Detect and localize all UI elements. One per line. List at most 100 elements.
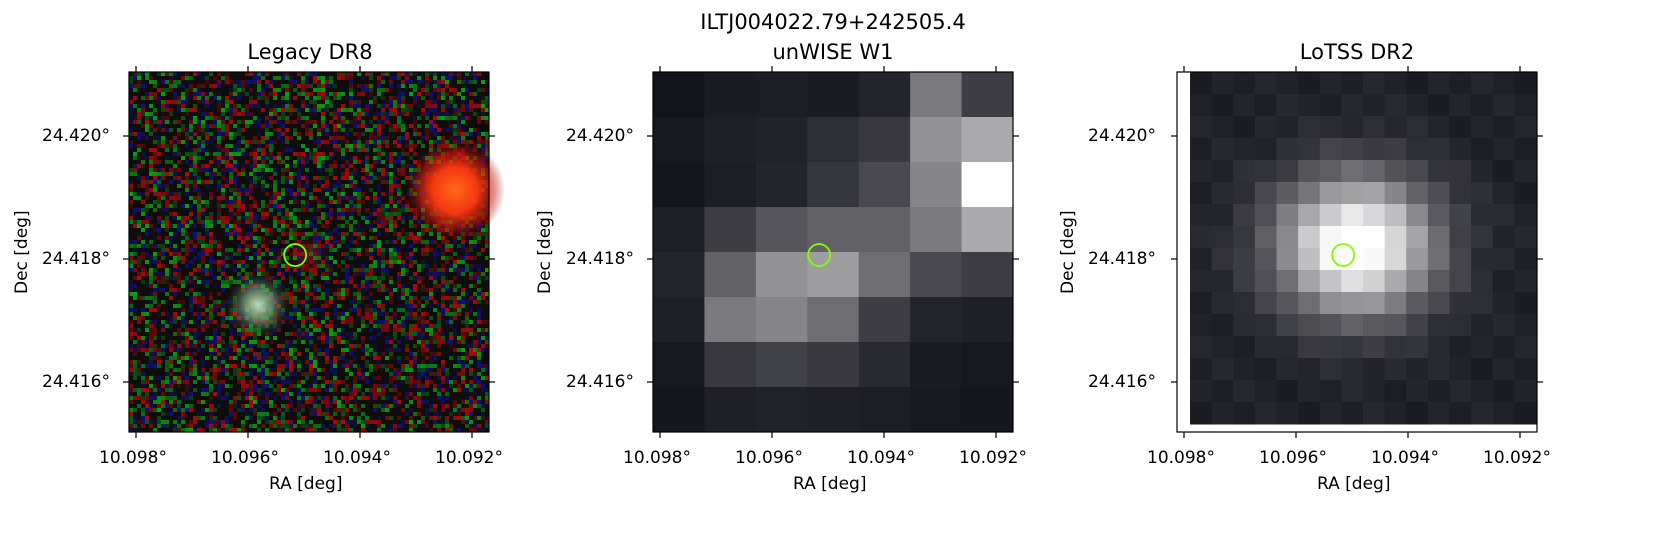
lotss-pixel <box>1276 358 1299 381</box>
lotss-pixel <box>1298 402 1321 425</box>
unwise-pixel <box>653 72 705 118</box>
panel-unwise-w1 <box>652 71 1014 433</box>
lotss-pixel <box>1319 160 1342 183</box>
xtick-label: 10.096° <box>1259 448 1327 468</box>
lotss-pixel <box>1384 204 1407 227</box>
lotss-pixel <box>1363 72 1386 95</box>
lotss-pixel <box>1211 226 1234 249</box>
lotss-pixel <box>1254 94 1277 117</box>
lotss-pixel <box>1319 94 1342 117</box>
lotss-pixel <box>1427 336 1450 359</box>
lotss-pixel <box>1319 204 1342 227</box>
lotss-pixel <box>1471 358 1494 381</box>
lotss-pixel <box>1298 358 1321 381</box>
yaxis-label: Dec [deg] <box>12 210 32 294</box>
lotss-pixel <box>1298 270 1321 293</box>
unwise-pixel <box>653 117 705 163</box>
lotss-pixel <box>1190 314 1213 337</box>
unwise-pixel <box>910 72 963 118</box>
unwise-pixel <box>807 252 860 298</box>
lotss-pixel <box>1211 292 1234 315</box>
lotss-pixel <box>1384 72 1407 95</box>
lotss-pixel <box>1276 292 1299 315</box>
unwise-pixel <box>704 117 757 163</box>
lotss-pixel <box>1341 160 1364 183</box>
lotss-pixel <box>1449 248 1472 271</box>
lotss-pixel <box>1514 72 1537 95</box>
lotss-pixel <box>1384 116 1407 139</box>
lotss-pixel <box>1492 270 1515 293</box>
lotss-pixel <box>1514 270 1537 293</box>
lotss-pixel <box>1341 204 1364 227</box>
lotss-pixel <box>1341 72 1364 95</box>
unwise-pixel <box>910 387 963 433</box>
lotss-pixel <box>1363 94 1386 117</box>
unwise-pixel <box>653 387 705 433</box>
lotss-pixel <box>1427 116 1450 139</box>
unwise-pixel <box>653 252 705 298</box>
lotss-pixel <box>1276 94 1299 117</box>
lotss-pixel <box>1341 116 1364 139</box>
lotss-pixel <box>1384 160 1407 183</box>
xtick-label: 10.098° <box>1147 448 1215 468</box>
lotss-pixel <box>1406 204 1429 227</box>
unwise-pixel <box>704 72 757 118</box>
lotss-pixel <box>1406 94 1429 117</box>
lotss-pixel <box>1276 116 1299 139</box>
lotss-pixel <box>1341 336 1364 359</box>
lotss-pixel <box>1211 336 1234 359</box>
lotss-pixel <box>1233 314 1256 337</box>
legacy-noise-pixels <box>129 72 489 432</box>
lotss-pixel <box>1449 292 1472 315</box>
lotss-pixel <box>1233 248 1256 271</box>
unwise-pixel <box>704 207 757 253</box>
lotss-pixel <box>1254 336 1277 359</box>
lotss-pixel <box>1449 138 1472 161</box>
lotss-pixel <box>1233 402 1256 425</box>
lotss-pixel <box>1276 402 1299 425</box>
lotss-pixel <box>1319 402 1342 425</box>
lotss-pixel <box>1190 248 1213 271</box>
lotss-pixel <box>1211 248 1234 271</box>
lotss-pixel <box>1254 292 1277 315</box>
unwise-pixel <box>961 387 1014 433</box>
lotss-pixel <box>1190 72 1213 95</box>
lotss-pixel <box>1319 138 1342 161</box>
lotss-pixel <box>1298 336 1321 359</box>
unwise-pixel <box>910 207 963 253</box>
ytick-label: 24.416° <box>566 372 634 392</box>
lotss-pixel <box>1514 138 1537 161</box>
unwise-pixel <box>653 342 705 388</box>
lotss-pixel <box>1341 314 1364 337</box>
unwise-pixel <box>704 297 757 343</box>
lotss-pixel <box>1341 358 1364 381</box>
lotss-pixel <box>1492 380 1515 403</box>
lotss-pixel <box>1492 138 1515 161</box>
unwise-pixel <box>807 162 860 208</box>
lotss-pixel <box>1406 380 1429 403</box>
target-marker <box>1331 243 1356 267</box>
lotss-pixel <box>1254 402 1277 425</box>
lotss-pixel <box>1363 226 1386 249</box>
lotss-pixel <box>1190 270 1213 293</box>
unwise-pixels <box>653 72 1014 433</box>
ytick-label: 24.416° <box>42 372 110 392</box>
lotss-pixel <box>1514 292 1537 315</box>
lotss-pixel <box>1254 138 1277 161</box>
lotss-pixel <box>1298 72 1321 95</box>
ytick-label: 24.420° <box>1088 126 1156 146</box>
lotss-pixel <box>1514 204 1537 227</box>
lotss-pixel <box>1384 336 1407 359</box>
lotss-pixel <box>1190 336 1213 359</box>
lotss-pixel <box>1514 248 1537 271</box>
unwise-pixel <box>961 252 1014 298</box>
unwise-pixel <box>961 207 1014 253</box>
xtick-label: 10.098° <box>99 448 167 468</box>
lotss-pixel <box>1514 94 1537 117</box>
lotss-pixel <box>1363 248 1386 271</box>
xtick-label: 10.096° <box>735 448 803 468</box>
unwise-pixel <box>807 387 860 433</box>
lotss-pixel <box>1319 226 1342 249</box>
panel-legacy-dr8 <box>128 71 505 433</box>
